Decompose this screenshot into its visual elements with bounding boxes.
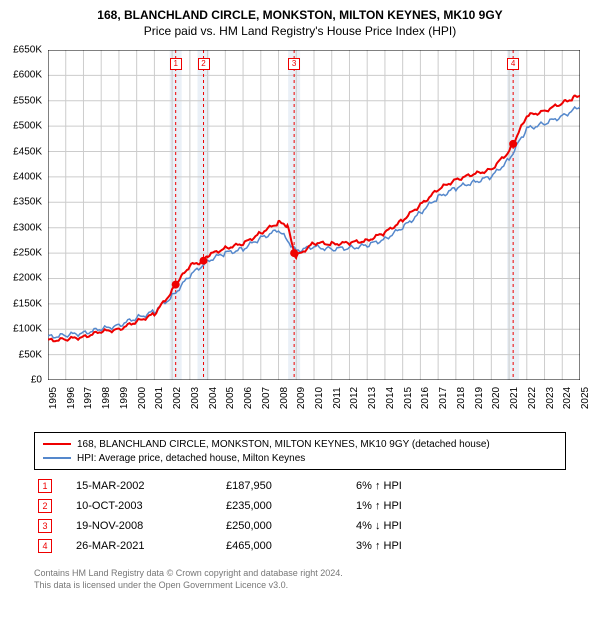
x-tick-label: 2022 (527, 387, 538, 409)
x-tick-label: 2006 (243, 387, 254, 409)
event-diff: 1% ↑ HPI (356, 500, 496, 512)
x-tick-label: 2007 (261, 387, 272, 409)
y-tick-label: £550K (13, 95, 42, 106)
x-tick-label: 2017 (438, 387, 449, 409)
footer-line: Contains HM Land Registry data © Crown c… (34, 568, 343, 580)
event-marker-flag: 3 (288, 58, 300, 70)
event-row: 3 19-NOV-2008£250,0004% ↓ HPI (34, 516, 566, 536)
event-date: 19-NOV-2008 (76, 520, 226, 532)
event-diff: 3% ↑ HPI (356, 540, 496, 552)
event-marker-num: 2 (38, 499, 52, 513)
y-tick-label: £150K (13, 298, 42, 309)
x-tick-label: 2013 (367, 387, 378, 409)
x-tick-label: 2001 (154, 387, 165, 409)
x-tick-label: 2020 (491, 387, 502, 409)
legend-label: 168, BLANCHLAND CIRCLE, MONKSTON, MILTON… (77, 439, 490, 450)
x-tick-label: 2003 (190, 387, 201, 409)
x-tick-label: 2014 (385, 387, 396, 409)
event-price: £187,950 (226, 480, 356, 492)
x-tick-label: 2008 (279, 387, 290, 409)
x-tick-label: 2019 (474, 387, 485, 409)
event-price: £235,000 (226, 500, 356, 512)
y-tick-label: £450K (13, 146, 42, 157)
chart-svg (48, 50, 580, 380)
x-tick-label: 2012 (349, 387, 360, 409)
event-diff: 6% ↑ HPI (356, 480, 496, 492)
x-tick-label: 2011 (332, 387, 343, 409)
x-axis: 1995 1996 1997 1998 1999 2000 2001 2002 2003 2004… (48, 380, 580, 420)
event-row: 4 26-MAR-2021£465,0003% ↑ HPI (34, 536, 566, 556)
y-axis: £0£50K£100K£150K£200K£250K£300K£350K£400… (0, 50, 46, 380)
y-tick-label: £200K (13, 273, 42, 284)
y-tick-label: £500K (13, 121, 42, 132)
x-tick-label: 2015 (403, 387, 414, 409)
event-date: 26-MAR-2021 (76, 540, 226, 552)
event-price: £465,000 (226, 540, 356, 552)
legend-swatch (43, 443, 71, 445)
x-tick-label: 1998 (101, 387, 112, 409)
y-tick-label: £650K (13, 45, 42, 56)
x-tick-label: 2000 (137, 387, 148, 409)
x-tick-label: 1997 (83, 387, 94, 409)
x-tick-label: 2018 (456, 387, 467, 409)
legend-label: HPI: Average price, detached house, Milt… (77, 453, 305, 464)
event-row: 2 10-OCT-2003£235,0001% ↑ HPI (34, 496, 566, 516)
chart-title-sub: Price paid vs. HM Land Registry's House … (0, 22, 600, 38)
y-tick-label: £400K (13, 171, 42, 182)
x-tick-label: 1996 (66, 387, 77, 409)
legend-item: HPI: Average price, detached house, Milt… (43, 451, 557, 465)
chart-plot-area: 1 2 3 4 (48, 50, 580, 380)
event-row: 1 15-MAR-2002£187,9506% ↑ HPI (34, 476, 566, 496)
x-tick-label: 2016 (420, 387, 431, 409)
y-tick-label: £0 (31, 375, 42, 386)
y-tick-label: £100K (13, 324, 42, 335)
event-date: 15-MAR-2002 (76, 480, 226, 492)
event-marker-num: 3 (38, 519, 52, 533)
x-tick-label: 2025 (580, 387, 591, 409)
x-tick-label: 2004 (208, 387, 219, 409)
event-marker-num: 4 (38, 539, 52, 553)
legend-box: 168, BLANCHLAND CIRCLE, MONKSTON, MILTON… (34, 432, 566, 470)
y-tick-label: £300K (13, 222, 42, 233)
legend-swatch (43, 457, 71, 459)
y-tick-label: £50K (19, 349, 42, 360)
x-tick-label: 2002 (172, 387, 183, 409)
x-tick-label: 2010 (314, 387, 325, 409)
footer-line: This data is licensed under the Open Gov… (34, 580, 343, 592)
x-tick-label: 2024 (562, 387, 573, 409)
event-marker-flag: 4 (507, 58, 519, 70)
y-tick-label: £600K (13, 70, 42, 81)
event-diff: 4% ↓ HPI (356, 520, 496, 532)
x-tick-label: 2023 (545, 387, 556, 409)
x-tick-label: 2009 (296, 387, 307, 409)
x-tick-label: 2005 (225, 387, 236, 409)
event-date: 10-OCT-2003 (76, 500, 226, 512)
event-table: 1 15-MAR-2002£187,9506% ↑ HPI 2 10-OCT-2003… (34, 476, 566, 556)
chart-title-main: 168, BLANCHLAND CIRCLE, MONKSTON, MILTON… (0, 0, 600, 22)
footer-disclaimer: Contains HM Land Registry data © Crown c… (34, 568, 343, 591)
event-marker-flag: 2 (198, 58, 210, 70)
y-tick-label: £350K (13, 197, 42, 208)
legend-item: 168, BLANCHLAND CIRCLE, MONKSTON, MILTON… (43, 437, 557, 451)
x-tick-label: 1999 (119, 387, 130, 409)
event-price: £250,000 (226, 520, 356, 532)
y-tick-label: £250K (13, 248, 42, 259)
event-marker-flag: 1 (170, 58, 182, 70)
x-tick-label: 1995 (48, 387, 59, 409)
x-tick-label: 2021 (509, 387, 520, 409)
event-marker-num: 1 (38, 479, 52, 493)
